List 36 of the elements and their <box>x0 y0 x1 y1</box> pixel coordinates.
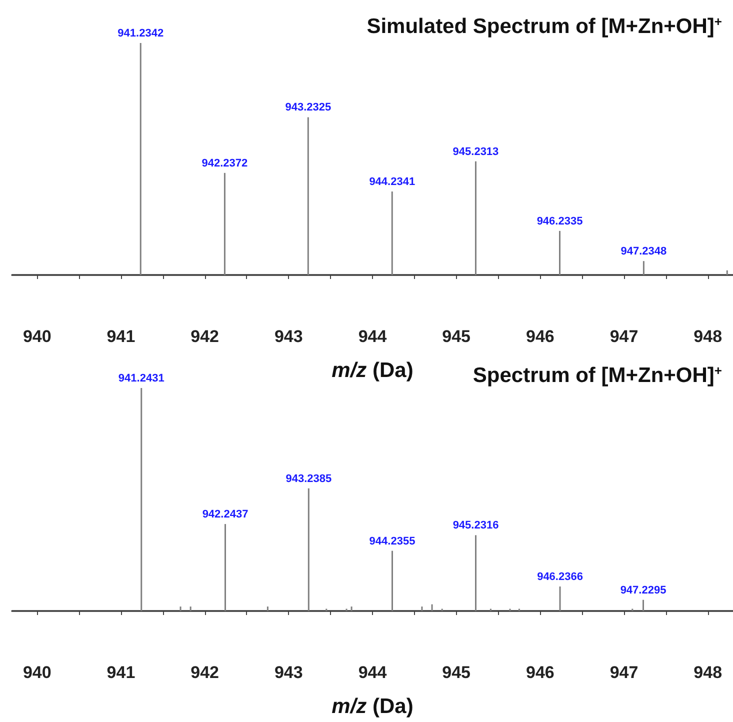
x-tick-label: 941 <box>106 327 136 346</box>
x-tick-label: 947 <box>610 327 638 346</box>
annotation: 943.2385 <box>286 472 332 485</box>
annotation: 946.2366 <box>537 570 583 583</box>
annotation: 944.2355 <box>369 535 416 548</box>
annotation: 941.2342 <box>118 28 164 40</box>
x-tick-label: 940 <box>22 327 52 346</box>
x-tick-label: 948 <box>694 663 722 682</box>
chart-title: Spectrum of [M+Zn+OH]+ <box>472 363 722 387</box>
annotation: 947.2295 <box>620 584 666 596</box>
x-tick-label: 944 <box>358 327 388 346</box>
x-tick-label: 942 <box>190 663 220 682</box>
x-tick-label: 941 <box>106 663 136 682</box>
chart-title: Simulated Spectrum of [M+Zn+OH]+ <box>366 14 722 38</box>
x-tick-label: 942 <box>190 327 220 346</box>
x-tick-label: 948 <box>694 327 722 346</box>
x-axis-title: m/z (Da) <box>332 695 414 718</box>
x-tick-label: 943 <box>274 327 303 346</box>
annotation: 941.2431 <box>118 372 164 384</box>
x-axis-title: m/z (Da) <box>332 359 414 382</box>
annotation: 946.2335 <box>536 215 583 228</box>
annotation: 942.2437 <box>202 508 248 521</box>
annotation: 947.2348 <box>620 246 667 258</box>
x-tick-label: 946 <box>526 327 554 346</box>
x-tick-label: 943 <box>274 663 303 682</box>
x-tick-label: 945 <box>442 327 471 346</box>
annotation: 945.2316 <box>452 520 499 532</box>
x-tick-label: 940 <box>22 663 52 682</box>
x-tick-label: 947 <box>610 663 638 682</box>
x-tick-label: 944 <box>358 663 388 682</box>
annotation: 943.2325 <box>285 102 332 114</box>
annotation: 945.2313 <box>452 146 499 158</box>
x-tick-label: 945 <box>442 663 471 682</box>
annotation: 942.2372 <box>202 157 248 170</box>
annotation: 944.2341 <box>369 176 416 188</box>
x-tick-label: 946 <box>526 663 554 682</box>
